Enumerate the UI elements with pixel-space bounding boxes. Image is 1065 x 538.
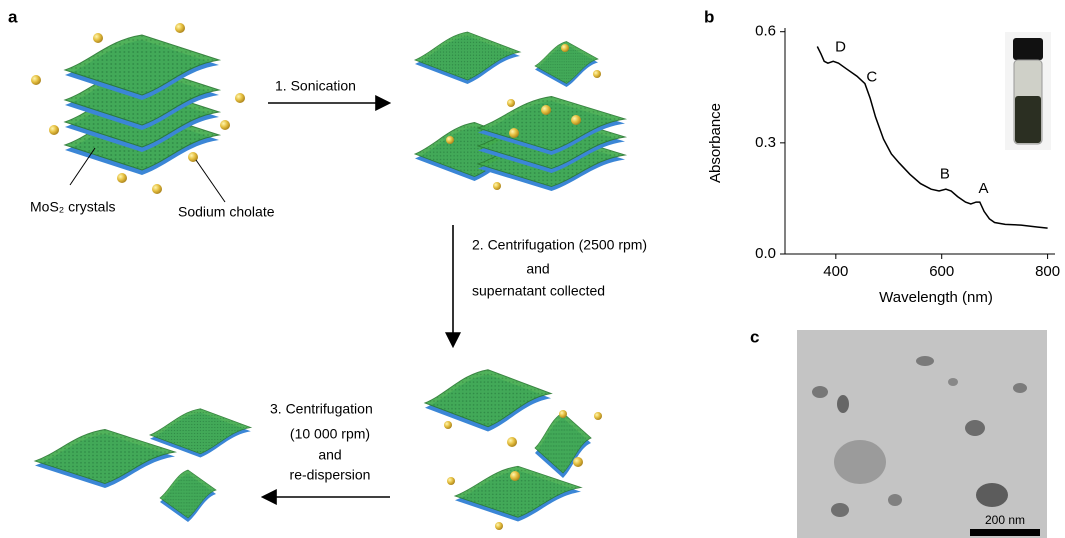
y-tick-label: 0.6	[755, 23, 776, 40]
panel-label: a	[8, 7, 18, 26]
dispersed-sheets	[35, 409, 251, 522]
peak-label: D	[835, 39, 846, 56]
peak-label: C	[866, 69, 877, 86]
peak-label: A	[979, 180, 989, 197]
supernatant-sheets	[425, 370, 602, 530]
figure: a b c MoS₂ crystals Sodium cholate 1. So…	[0, 0, 1065, 538]
step-label: and	[318, 447, 341, 463]
step-label: 2. Centrifugation (2500 rpm)	[472, 237, 647, 253]
x-tick-label: 400	[823, 263, 848, 280]
x-tick-label: 800	[1035, 263, 1060, 280]
step-label: 1. Sonication	[275, 78, 356, 94]
scale-bar-label: 200 nm	[985, 513, 1025, 527]
y-tick-label: 0.0	[755, 245, 776, 262]
panel-label: b	[704, 7, 714, 26]
step-label: (10 000 rpm)	[290, 426, 370, 442]
panel-label: c	[750, 327, 759, 346]
x-axis-label: Wavelength (nm)	[879, 289, 993, 306]
page: a b c MoS₂ crystals Sodium cholate 1. So…	[0, 0, 1065, 538]
step-label: re-dispersion	[290, 467, 371, 483]
tem-image	[797, 330, 1047, 538]
y-tick-label: 0.3	[755, 134, 776, 151]
vial-photo	[1005, 32, 1051, 150]
y-axis-label: Absorbance	[707, 103, 724, 183]
label: Sodium cholate	[178, 204, 275, 220]
leader-line	[196, 160, 225, 202]
label: MoS₂ crystals	[30, 199, 116, 215]
peak-label: B	[940, 166, 950, 183]
step-label: supernatant collected	[472, 283, 605, 299]
step-label: and	[526, 261, 549, 277]
step-label: 3. Centrifugation	[270, 401, 373, 417]
x-tick-label: 600	[929, 263, 954, 280]
exfoliated-sheets	[415, 32, 625, 191]
